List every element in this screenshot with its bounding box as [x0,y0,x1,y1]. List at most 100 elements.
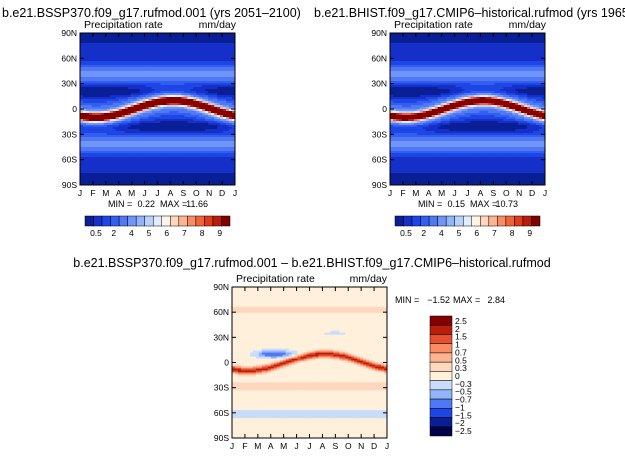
y-tick-label: 30N [61,79,77,89]
precip-field-cell [127,103,132,106]
precip-field-cell [178,59,182,62]
precip-field-cell [187,173,191,176]
precip-field-cell [124,165,129,168]
precip-field-cell [187,89,191,92]
precip-field-cell [190,127,194,130]
precip-field-cell [85,157,90,160]
precip-field-cell [211,89,215,92]
precip-field-cell [109,149,114,152]
precip-field-cell [80,125,84,128]
precip-field-cell [190,55,194,58]
precip-field-cell [181,51,185,54]
precip-field-cell [100,57,105,60]
precip-field-cell [220,65,224,68]
precip-field-cell [193,91,197,94]
precip-field-cell [196,171,200,174]
precip-field-cell [133,121,138,124]
precip-field-cell [175,127,179,130]
precip-field-cell [157,183,161,186]
precip-field-cell [154,119,158,122]
precip-field-cell [112,119,117,122]
precip-field-cell [142,135,146,138]
precip-field-cell [190,117,194,120]
precip-field-cell [172,37,176,40]
precip-field-cell [103,109,108,112]
precip-field-cell [139,155,143,158]
precip-field-cell [88,101,93,104]
precip-field-cell [178,75,182,78]
precip-field-cell [139,65,143,68]
precip-field-cell [145,137,149,140]
precip-field-cell [211,167,215,170]
precip-field-cell [223,77,227,80]
precip-field-cell [142,69,146,72]
precip-field-cell [166,33,170,36]
precip-field-cell [193,163,197,166]
precip-field-cell [136,107,141,110]
precip-field-cell [214,137,218,140]
precip-field-cell [97,153,102,156]
precip-field-cell [169,99,173,102]
precip-field-cell [169,159,173,162]
precip-field-cell [166,139,170,142]
precip-field-cell [163,143,167,146]
precip-field-cell [205,159,209,162]
precip-field-cell [166,173,170,176]
precip-field-cell [133,95,138,98]
precip-field-cell [136,117,141,120]
precip-field-cell [178,165,182,168]
precip-field-cell [178,117,182,120]
precip-field-cell [187,127,191,130]
precip-field-cell [160,99,164,102]
precip-field-cell [100,67,105,70]
precip-field-cell [193,55,197,58]
precip-field-cell [145,129,149,132]
precip-field-cell [148,123,152,126]
precip-field-cell [124,143,129,146]
precip-field-cell [175,123,179,126]
precip-field-cell [115,171,120,174]
precip-field-cell [80,39,84,42]
precip-field-cell [91,121,96,124]
precip-field-cell [199,35,203,38]
precip-field-cell [190,159,194,162]
precip-field-cell [184,169,188,172]
precip-field-cell [94,175,99,178]
precip-field-cell [175,95,179,98]
precip-field-cell [208,167,212,170]
precip-field-cell [91,99,96,102]
precip-field-cell [190,97,194,100]
precip-field-cell [91,183,96,186]
precip-field-cell [121,137,126,140]
precip-field-cell [94,41,99,44]
precip-field-cell [166,111,170,114]
precip-field-cell [232,87,236,90]
precip-field-cell [226,43,230,46]
precip-field-cell [175,115,179,118]
precip-field-cell [112,121,117,124]
precip-field-cell [208,125,212,128]
precip-field-cell [196,61,200,64]
precip-field-cell [133,159,138,162]
precip-field-cell [112,75,117,78]
precip-field-cell [136,157,141,160]
precip-field-cell [94,37,99,40]
precip-field-cell [109,59,114,62]
precip-field-cell [151,121,155,124]
precip-field-cell [181,63,185,66]
precip-field-cell [145,85,149,88]
precip-field-cell [166,131,170,134]
precip-field-cell [127,123,132,126]
colorbar-swatch [135,215,145,227]
precip-field-cell [190,81,194,84]
precip-field-cell [115,67,120,70]
precip-field-cell [184,71,188,74]
precip-field-cell [136,67,141,70]
precip-field-cell [232,83,236,86]
precip-field-cell [148,119,152,122]
precip-field-cell [97,173,102,176]
precip-field-cell [181,119,185,122]
precip-field-cell [223,145,227,148]
precip-field-cell [190,177,194,180]
precip-field-cell [91,115,96,118]
